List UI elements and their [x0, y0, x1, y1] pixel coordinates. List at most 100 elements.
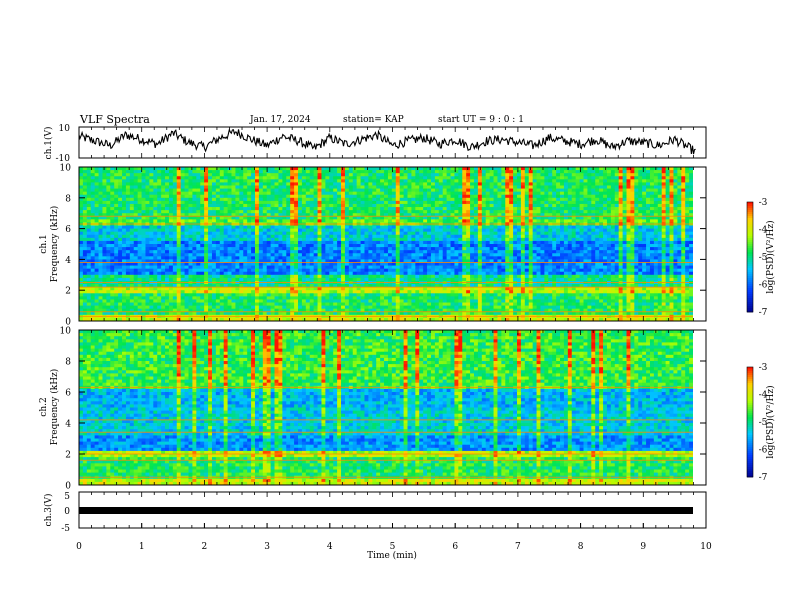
- spectrogram-cell: [434, 207, 440, 211]
- spectrogram-cell: [403, 173, 408, 177]
- spectrogram-cell: [313, 216, 318, 220]
- spectrogram-cell: [133, 200, 139, 205]
- spectrogram-cell: [165, 173, 170, 177]
- spectrogram-cell: [321, 188, 326, 193]
- spectrogram-cell: [434, 271, 440, 276]
- spectrogram-cell: [149, 259, 154, 263]
- spectrogram-cell: [305, 277, 311, 282]
- spectrogram-cell: [235, 207, 240, 211]
- spectrogram-cell: [454, 179, 459, 183]
- spectrogram-cell: [372, 262, 377, 266]
- spectrogram-cell: [153, 219, 158, 223]
- spectrogram-cell: [407, 268, 412, 273]
- spectrogram-cell: [415, 176, 420, 180]
- spectrogram-cell: [458, 287, 463, 291]
- spectrogram-cell: [149, 317, 154, 322]
- spectrogram-cell: [266, 188, 272, 193]
- spectrogram-cell: [278, 191, 283, 196]
- spectrogram-cell: [446, 237, 451, 242]
- spectrogram-cell: [200, 225, 205, 229]
- spectrogram-cell: [94, 271, 99, 276]
- spectrogram-cell: [372, 216, 377, 220]
- spectrogram-cell: [231, 210, 236, 214]
- spectrogram-cell: [438, 302, 444, 306]
- spectrogram-cell: [333, 262, 338, 266]
- spectrogram-cell: [278, 274, 283, 279]
- spectrogram-cell: [290, 262, 295, 266]
- spectrogram-cell: [243, 210, 248, 214]
- spectrogram-cell: [165, 213, 170, 217]
- spectrogram-cell: [337, 305, 342, 310]
- spectrogram-cell: [360, 308, 365, 313]
- spectrogram-cell: [313, 265, 318, 270]
- spectrogram-cell: [129, 296, 135, 300]
- spectrogram-cell: [337, 265, 342, 270]
- spectrogram-cell: [251, 311, 256, 316]
- spectrogram-cell: [360, 268, 365, 273]
- spectrogram-cell: [458, 216, 463, 220]
- spectrogram-cell: [290, 256, 295, 260]
- spectrogram-cell: [270, 277, 275, 282]
- spectrogram-cell: [352, 247, 358, 251]
- spectrogram-cell: [262, 210, 268, 214]
- spectrogram-cell: [243, 311, 248, 316]
- spectrogram-cell: [145, 262, 150, 266]
- spectrogram-cell: [157, 182, 162, 186]
- spectrogram-cell: [184, 271, 189, 276]
- spectrogram-cell: [360, 247, 365, 251]
- spectrogram-cell: [278, 259, 283, 263]
- spectrogram-cell: [278, 228, 283, 233]
- spectrogram-cell: [227, 308, 232, 313]
- spectrogram-cell: [149, 231, 154, 236]
- spectrogram-cell: [294, 311, 299, 316]
- spectrogram-cell: [129, 247, 135, 251]
- spectrogram-cell: [219, 271, 225, 276]
- spectrogram-cell: [196, 207, 201, 211]
- spectrogram-cell: [454, 200, 459, 205]
- spectrogram-cell: [454, 296, 459, 300]
- spectrogram-cell: [223, 216, 229, 220]
- spectrogram-cell: [82, 185, 88, 189]
- spectrogram-cell: [384, 250, 389, 254]
- spectrogram-cell: [344, 182, 350, 186]
- spectrogram-cell: [157, 231, 162, 236]
- spectrogram-cell: [94, 311, 99, 316]
- spectrogram-cell: [290, 253, 295, 257]
- spectrogram-cell: [294, 207, 299, 211]
- spectrogram-cell: [254, 219, 260, 223]
- spectrogram-cell: [223, 311, 229, 316]
- spectrogram-cell: [129, 271, 135, 276]
- spectrogram-cell: [415, 259, 420, 263]
- spectrogram-cell: [387, 296, 393, 300]
- spectrogram-cell: [321, 203, 326, 208]
- spectrogram-cell: [344, 308, 350, 313]
- spectrogram-cell: [325, 296, 330, 300]
- spectrogram-cell: [227, 182, 232, 186]
- spectrogram-cell: [395, 317, 401, 322]
- spectrogram-cell: [427, 262, 432, 266]
- spectrogram-cell: [309, 247, 315, 251]
- spectrogram-cell: [462, 290, 467, 294]
- spectrogram-cell: [184, 305, 189, 310]
- spectrogram-cell: [360, 284, 365, 288]
- spectrogram-cell: [458, 234, 463, 239]
- spectrogram-cell: [208, 237, 213, 242]
- spectrogram-cell: [423, 216, 428, 220]
- spectrogram-cell: [270, 305, 275, 310]
- spectrogram-cell: [438, 271, 444, 276]
- spectrogram-cell: [321, 213, 326, 217]
- spectrogram-cell: [125, 293, 131, 297]
- spectrogram-cell: [180, 176, 185, 180]
- spectrogram-cell: [309, 210, 315, 214]
- spectrogram-cell: [399, 317, 404, 322]
- spectrogram-cell: [356, 237, 361, 242]
- spectrogram-cell: [262, 253, 268, 257]
- spectrogram-cell: [352, 253, 358, 257]
- spectrogram-cell: [325, 287, 330, 291]
- spectrogram-cell: [266, 219, 272, 223]
- spectrogram-cell: [294, 182, 299, 186]
- spectrogram-cell: [79, 219, 84, 223]
- spectrogram-cell: [188, 170, 193, 174]
- spectrogram-cell: [450, 173, 455, 177]
- spectrogram-cell: [86, 170, 92, 174]
